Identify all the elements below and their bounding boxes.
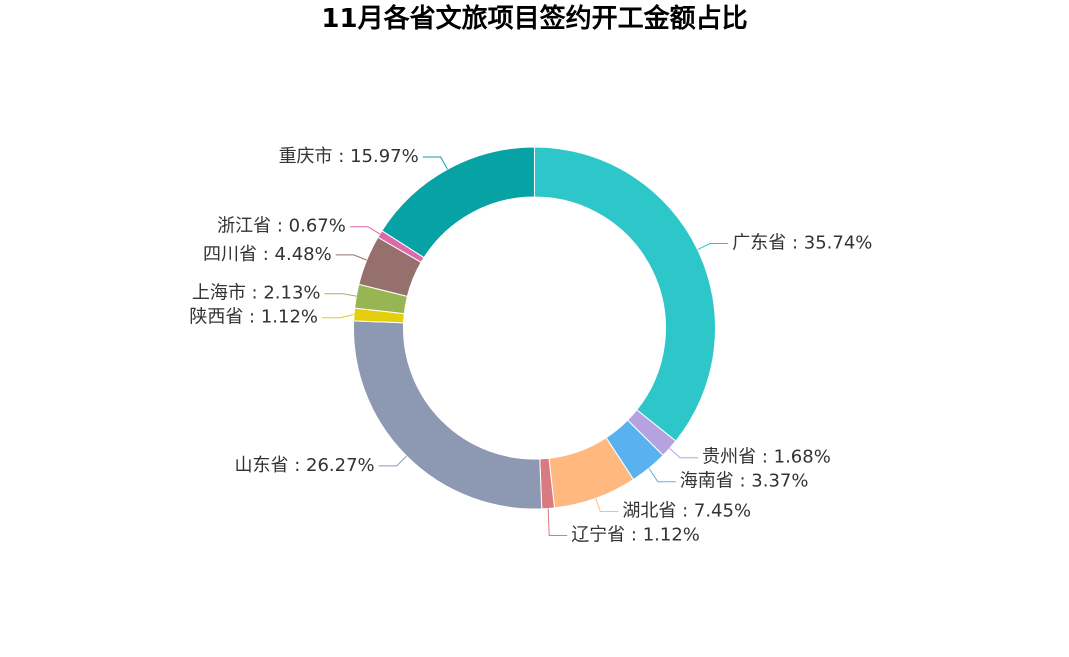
- leader-line-贵州省: [669, 448, 699, 459]
- leader-line-海南省: [648, 467, 676, 483]
- slice-label-浙江省: 浙江省 : 0.67%: [217, 216, 346, 237]
- leader-line-浙江省: [349, 226, 381, 235]
- leader-line-四川省: [335, 254, 367, 261]
- leader-line-广东省: [697, 243, 729, 251]
- slice-label-湖北省: 湖北省 : 7.45%: [622, 501, 751, 522]
- slice-label-上海市: 上海市 : 2.13%: [192, 283, 321, 304]
- chart-title: 11月各省文旅项目签约开工金额占比: [321, 4, 748, 34]
- slice-label-山东省: 山东省 : 26.27%: [235, 455, 375, 476]
- slice-广东省[interactable]: [534, 146, 716, 442]
- slice-label-辽宁省: 辽宁省 : 1.12%: [571, 525, 700, 546]
- leader-line-上海市: [324, 293, 357, 297]
- slices-layer: [353, 146, 716, 510]
- leader-line-陕西省: [322, 313, 355, 319]
- slice-重庆市[interactable]: [381, 146, 535, 259]
- slice-label-海南省: 海南省 : 3.37%: [680, 471, 809, 492]
- slice-label-广东省: 广东省 : 35.74%: [732, 233, 872, 254]
- leader-lines-layer: [322, 156, 729, 537]
- leader-line-山东省: [378, 455, 407, 467]
- slice-label-陕西省: 陕西省 : 1.12%: [189, 307, 318, 328]
- leader-line-湖北省: [595, 498, 619, 513]
- slice-label-重庆市: 重庆市 : 15.97%: [279, 146, 419, 167]
- slice-山东省[interactable]: [353, 320, 543, 510]
- leader-line-辽宁省: [547, 508, 568, 537]
- slice-labels-layer: 广东省 : 35.74% 贵州省 : 1.68% 海南省 : 3.37% 湖北省 : …: [189, 146, 872, 546]
- slice-label-四川省: 四川省 : 4.48%: [203, 244, 332, 265]
- slice-label-贵州省: 贵州省 : 1.68%: [702, 447, 831, 468]
- leader-line-重庆市: [422, 156, 448, 170]
